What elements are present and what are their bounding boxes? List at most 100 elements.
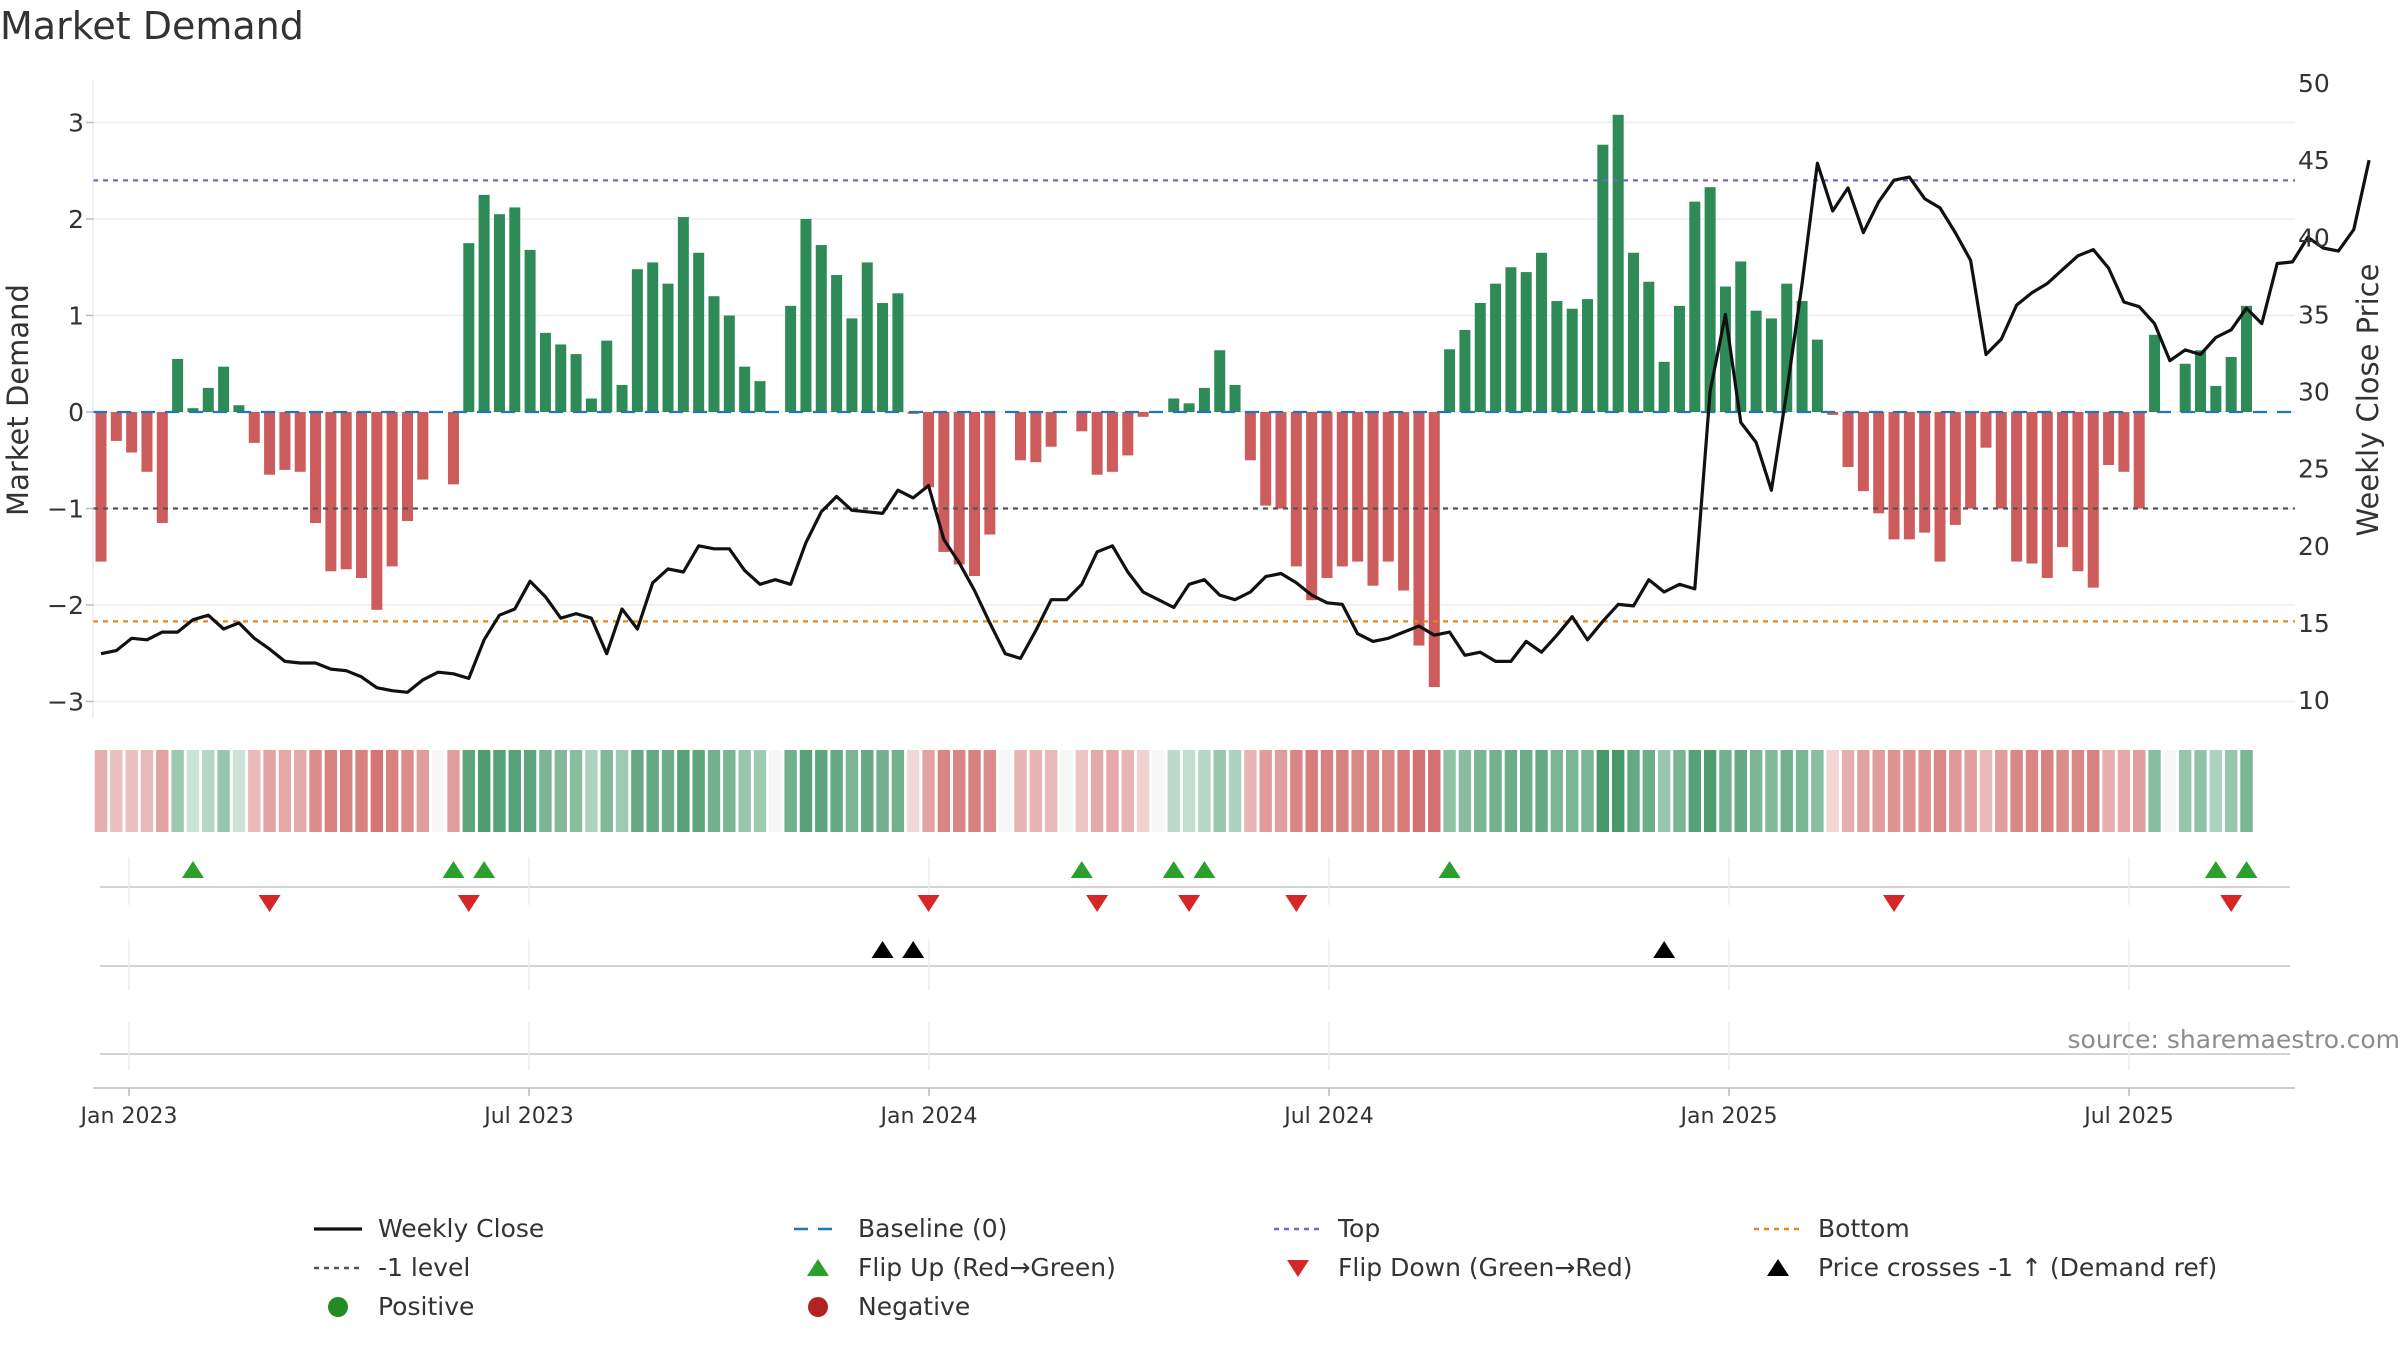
demand-bar bbox=[800, 219, 812, 412]
demand-bar bbox=[1382, 412, 1394, 562]
legend-item-flipdown: Flip Down (Green→Red) bbox=[1260, 1251, 1740, 1284]
demand-bar bbox=[1091, 412, 1103, 475]
demand-bar bbox=[2026, 412, 2038, 564]
demand-bar bbox=[264, 412, 276, 475]
demand-bar bbox=[172, 358, 184, 412]
demand-bar bbox=[248, 412, 260, 443]
demand-bar bbox=[2011, 412, 2023, 562]
heat-cell bbox=[217, 750, 230, 832]
demand-bar bbox=[463, 243, 475, 412]
y-tick-label: 1 bbox=[68, 302, 84, 331]
demand-bar bbox=[938, 412, 950, 552]
y-tick-label: 0 bbox=[68, 398, 84, 427]
weekly-close-line bbox=[100, 159, 2371, 694]
heat-cell bbox=[1228, 750, 1242, 832]
demand-bar bbox=[1949, 412, 1961, 525]
legend-symbol-close bbox=[300, 1214, 370, 1244]
heat-cell bbox=[493, 750, 506, 832]
source-note: source: sharemaestro.com bbox=[2067, 1025, 2400, 1054]
y2-tick-label: 10 bbox=[2298, 686, 2330, 715]
demand-bar bbox=[1750, 310, 1762, 412]
heat-cell bbox=[385, 750, 399, 832]
heat-cell bbox=[1336, 750, 1349, 832]
heat-cell bbox=[1611, 750, 1625, 832]
heat-cell bbox=[1136, 750, 1150, 832]
legend-symbol-cross bbox=[1740, 1253, 1810, 1283]
legend-symbol-level bbox=[300, 1253, 370, 1283]
heat-cell bbox=[1535, 750, 1548, 832]
demand-bar bbox=[1643, 281, 1655, 412]
demand-bar bbox=[1076, 412, 1088, 432]
demand-bar bbox=[1857, 412, 1869, 492]
legend-item-bottom: Bottom bbox=[1740, 1212, 2250, 1245]
heat-cell bbox=[1152, 750, 1165, 832]
demand-bar bbox=[1796, 301, 1808, 412]
heat-cell bbox=[171, 750, 184, 832]
heat-cell bbox=[1213, 750, 1226, 832]
heat-cell bbox=[1979, 750, 1993, 832]
demand-bar bbox=[402, 412, 413, 522]
heat-cell bbox=[1857, 750, 1870, 832]
demand-bar bbox=[1030, 412, 1042, 463]
demand-bar bbox=[1919, 412, 1931, 533]
flip-down-marker bbox=[258, 895, 281, 912]
y-tick-label: 3 bbox=[68, 109, 84, 138]
heat-cell bbox=[2194, 750, 2207, 832]
demand-bar bbox=[2041, 412, 2053, 578]
y-axis-label: Market Demand bbox=[1, 284, 35, 516]
demand-bar bbox=[233, 405, 245, 412]
flip-down-marker bbox=[1285, 895, 1308, 912]
heat-cell bbox=[2133, 750, 2146, 832]
cross-up-marker bbox=[1653, 941, 1676, 958]
heat-cell bbox=[2179, 750, 2192, 832]
demand-bar bbox=[1321, 412, 1333, 578]
legend-label: -1 level bbox=[378, 1253, 471, 1282]
demand-bar bbox=[478, 194, 490, 412]
heat-cell bbox=[1566, 750, 1579, 832]
heat-cell bbox=[1075, 750, 1088, 832]
heat-cell bbox=[968, 750, 981, 832]
heat-cell bbox=[1305, 750, 1318, 832]
demand-bar bbox=[1474, 302, 1486, 412]
demand-bar bbox=[1352, 412, 1364, 562]
heat-cell bbox=[1397, 750, 1410, 832]
heat-cell bbox=[2163, 750, 2177, 832]
reference-lines bbox=[93, 179, 2295, 623]
demand-bar bbox=[1582, 299, 1594, 412]
demand-bar bbox=[1903, 412, 1915, 540]
legend-item-flipup: Flip Up (Red→Green) bbox=[780, 1251, 1260, 1284]
heat-cell bbox=[2087, 750, 2100, 832]
demand-bar bbox=[723, 315, 735, 412]
x-tick-label: Jan 2023 bbox=[79, 1104, 178, 1129]
flip-down-marker bbox=[917, 895, 940, 912]
demand-bar bbox=[846, 318, 858, 412]
heat-cell bbox=[1458, 750, 1472, 832]
flip-down-marker bbox=[457, 895, 480, 912]
legend-symbol-flipup bbox=[780, 1253, 850, 1283]
heat-cell bbox=[186, 750, 200, 832]
flip-down-marker bbox=[2220, 895, 2243, 912]
heat-cell bbox=[1949, 750, 1962, 832]
heat-cell bbox=[1090, 750, 1104, 832]
y2-tick-label: 40 bbox=[2298, 223, 2330, 252]
demand-bar bbox=[662, 283, 674, 412]
demand-bar bbox=[969, 412, 981, 577]
demand-bar bbox=[555, 344, 567, 412]
heat-cell bbox=[1474, 750, 1487, 832]
legend-label: Price crosses -1 ↑ (Demand ref) bbox=[1818, 1253, 2218, 1282]
demand-bar bbox=[1934, 412, 1946, 562]
heat-cell bbox=[907, 750, 920, 832]
heat-cell bbox=[1749, 750, 1763, 832]
heat-cell bbox=[861, 750, 874, 832]
heat-cell bbox=[937, 750, 951, 832]
heat-cell bbox=[477, 750, 491, 832]
demand-bar bbox=[1398, 412, 1410, 591]
demand-bar bbox=[1490, 283, 1502, 412]
demand-bar bbox=[754, 381, 766, 412]
heat-cell bbox=[1443, 750, 1456, 832]
heat-cell bbox=[248, 750, 261, 832]
demand-bar bbox=[1137, 412, 1149, 417]
heat-cell bbox=[1550, 750, 1564, 832]
demand-bar bbox=[631, 269, 643, 412]
